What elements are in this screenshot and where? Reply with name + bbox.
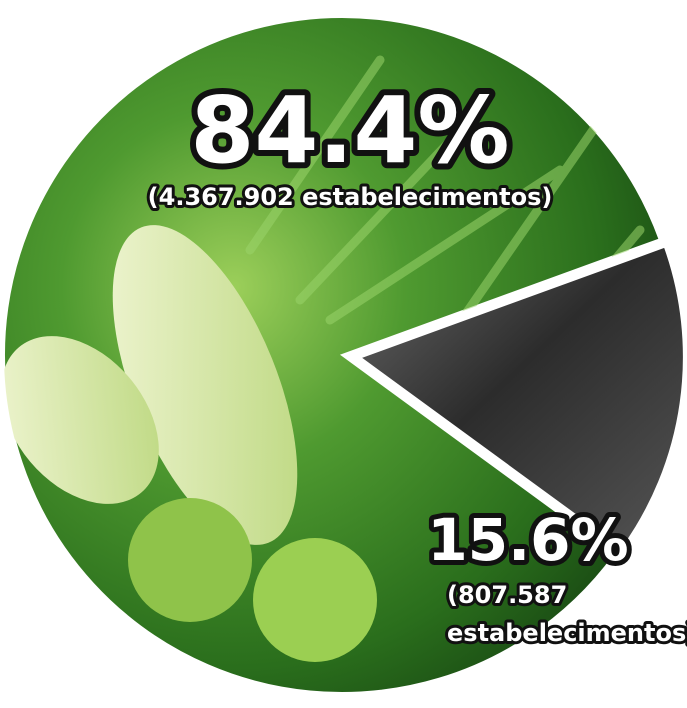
slice-15-count-label-line1: (807.587 bbox=[447, 581, 567, 609]
slice-84-count-label: (4.367.902 estabelecimentos) bbox=[148, 183, 553, 211]
lime-icon bbox=[253, 538, 377, 662]
pie-slice-15 bbox=[349, 240, 687, 556]
slice-15-percent-label: 15.6% bbox=[427, 506, 628, 574]
slice-15-count-label-line2: estabelecimentos) bbox=[447, 619, 687, 647]
slice-84-percent-label: 84.4% bbox=[190, 77, 509, 184]
corn-icon bbox=[3, 336, 159, 504]
lime-icon bbox=[128, 498, 252, 622]
corn-icon bbox=[112, 225, 298, 545]
